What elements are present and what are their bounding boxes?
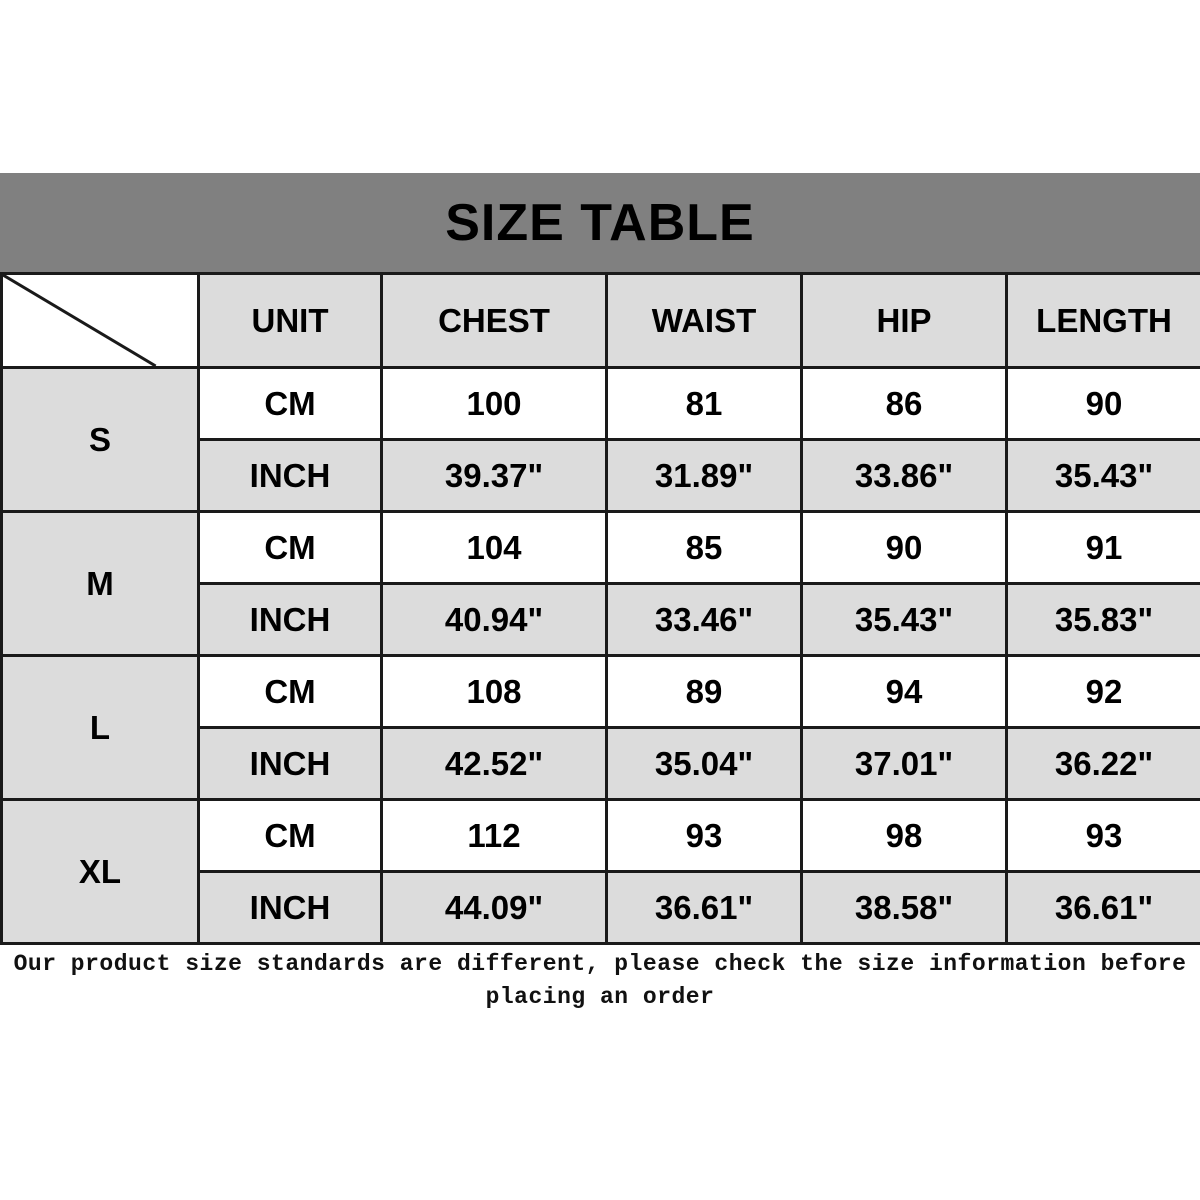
cell-length-cm: 90 [1005,366,1200,441]
cell-hip-inch: 37.01" [800,726,1008,801]
cell-hip-inch: 35.43" [800,582,1008,657]
column-header-chest: CHEST [380,272,608,369]
cell-hip-inch: 33.86" [800,438,1008,513]
cell-length-inch: 35.83" [1005,582,1200,657]
table-row: INCH 44.09" 36.61" 38.58" 36.61" [2,870,1200,945]
cell-hip-cm: 94 [800,654,1008,729]
unit-label-inch: INCH [197,870,383,945]
cell-length-inch: 36.61" [1005,870,1200,945]
unit-label-cm: CM [197,798,383,873]
cell-waist-cm: 81 [605,366,803,441]
size-label-s: S [0,366,200,513]
cell-hip-inch: 38.58" [800,870,1008,945]
cell-waist-cm: 85 [605,510,803,585]
cell-length-cm: 91 [1005,510,1200,585]
cell-waist-inch: 36.61" [605,870,803,945]
cell-hip-cm: 90 [800,510,1008,585]
page-title: SIZE TABLE [445,193,755,252]
size-label-m: M [0,510,200,657]
cell-hip-cm: 98 [800,798,1008,873]
table-header-row: UNIT CHEST WAIST HIP LENGTH [0,272,1200,369]
cell-hip-cm: 86 [800,366,1008,441]
unit-label-cm: CM [197,654,383,729]
cell-length-cm: 93 [1005,798,1200,873]
cell-chest-cm: 112 [380,798,608,873]
table-row: XL CM 112 93 98 93 [0,798,1200,945]
column-header-unit: UNIT [197,272,383,369]
table-row: INCH 40.94" 33.46" 35.43" 35.83" [2,582,1200,657]
cell-chest-cm: 104 [380,510,608,585]
cell-waist-inch: 33.46" [605,582,803,657]
cell-chest-inch: 42.52" [380,726,608,801]
cell-chest-inch: 40.94" [380,582,608,657]
cell-chest-cm: 108 [380,654,608,729]
diagonal-slash-icon [3,275,197,366]
table-row: INCH 39.37" 31.89" 33.86" 35.43" [2,438,1200,513]
cell-waist-inch: 35.04" [605,726,803,801]
cell-chest-cm: 100 [380,366,608,441]
cell-length-inch: 35.43" [1005,438,1200,513]
corner-cell-diagonal [0,272,200,369]
table-row: INCH 42.52" 35.04" 37.01" 36.22" [2,726,1200,801]
title-band: SIZE TABLE [0,173,1200,272]
size-label-l: L [0,654,200,801]
column-header-length: LENGTH [1005,272,1200,369]
table-row: M CM 104 85 90 91 [0,510,1200,657]
unit-label-inch: INCH [197,582,383,657]
table-row: S CM 100 81 86 90 [0,366,1200,513]
cell-waist-cm: 89 [605,654,803,729]
column-header-waist: WAIST [605,272,803,369]
cell-chest-inch: 39.37" [380,438,608,513]
cell-waist-cm: 93 [605,798,803,873]
cell-chest-inch: 44.09" [380,870,608,945]
cell-waist-inch: 31.89" [605,438,803,513]
unit-label-inch: INCH [197,726,383,801]
table-row: L CM 108 89 94 92 [0,654,1200,801]
unit-label-cm: CM [197,366,383,441]
cell-length-cm: 92 [1005,654,1200,729]
size-label-xl: XL [0,798,200,945]
unit-label-inch: INCH [197,438,383,513]
column-header-hip: HIP [800,272,1008,369]
unit-label-cm: CM [197,510,383,585]
footer-note: Our product size standards are different… [13,951,1187,1011]
size-table: UNIT CHEST WAIST HIP LENGTH S CM 100 81 … [0,272,1200,945]
cell-length-inch: 36.22" [1005,726,1200,801]
